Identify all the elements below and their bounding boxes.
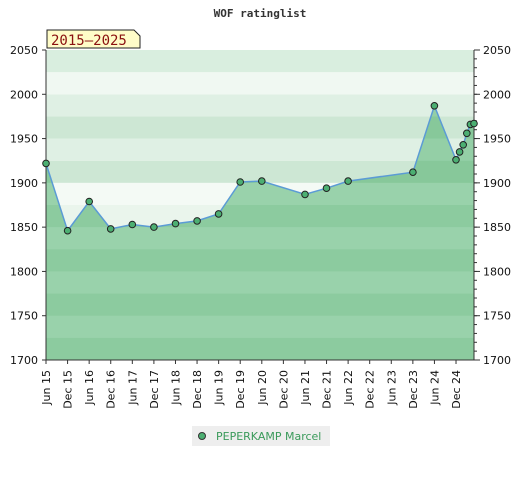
y-tick-label-left: 1900 (10, 177, 38, 190)
x-tick-label: Dec 18 (191, 370, 204, 409)
data-marks (42, 102, 478, 235)
x-tick-label: Jun 23 (385, 370, 398, 406)
y-tick-label-right: 1800 (483, 265, 511, 278)
period-box: 2015–2025 (46, 29, 141, 49)
period-box-bg (46, 29, 141, 49)
y-tick-label-right: 1700 (483, 354, 511, 367)
data-point (452, 156, 460, 164)
data-point (470, 119, 478, 128)
period-label: 2015–2025 (51, 33, 127, 49)
x-tick-label: Dec 24 (450, 370, 463, 409)
band (46, 160, 474, 183)
x-tick-label: Jun 22 (342, 370, 355, 406)
x-tick-label: Dec 22 (364, 370, 377, 409)
x-tick-label: Dec 17 (148, 370, 161, 409)
y-tick-label-left: 2000 (10, 88, 38, 101)
x-tick-label: Jun 21 (299, 370, 312, 406)
x-tick-label: Dec 16 (105, 370, 118, 409)
data-point (409, 168, 417, 176)
band (46, 138, 474, 161)
x-tick-label: Jun 16 (83, 370, 96, 406)
y-tick-label-left: 1700 (10, 354, 38, 367)
series-line (45, 103, 475, 233)
x-tick-label: Dec 20 (277, 370, 290, 409)
area-stripe (46, 337, 474, 360)
y-tick-label-left: 2050 (10, 44, 38, 57)
data-point (322, 184, 331, 192)
data-point (85, 197, 93, 206)
data-point (430, 102, 439, 110)
y-tick-label-left: 1750 (10, 310, 38, 323)
data-point (128, 220, 137, 229)
y-tick-label-right: 2050 (483, 44, 511, 57)
data-point (463, 129, 471, 138)
y-tick-label-right: 1850 (483, 221, 511, 234)
area-stripe (46, 293, 474, 316)
legend-bg (192, 426, 330, 446)
legend-marker-icon (198, 432, 206, 440)
y-tick-label-right: 1950 (483, 133, 511, 146)
x-tick-label: Jun 24 (428, 370, 441, 406)
data-point (344, 177, 352, 185)
data-point (63, 226, 72, 235)
band (46, 72, 474, 95)
x-tick-label: Jun 19 (213, 370, 226, 406)
x-tick-label: Dec 23 (407, 370, 420, 409)
x-tick-label: Jun 18 (169, 370, 182, 406)
data-point (214, 210, 223, 218)
band (46, 94, 474, 117)
x-tick-label: Dec 15 (62, 370, 75, 409)
data-point (150, 223, 158, 231)
x-tick-label: Jun 17 (126, 370, 139, 406)
data-point (301, 190, 309, 199)
data-point (171, 219, 180, 228)
data-point (193, 217, 201, 225)
x-tick-label: Dec 21 (321, 370, 334, 409)
y-tick-label-right: 2000 (483, 88, 511, 101)
y-tick-label-left: 1950 (10, 133, 38, 146)
axes: 1700 1700 1750 1750 1800 1800 1850 1850 1900 1900… (10, 44, 511, 409)
y-tick-label-right: 1900 (483, 177, 511, 190)
band (46, 50, 474, 73)
chart-title: WOF ratinglist (214, 7, 307, 20)
data-point (455, 148, 464, 156)
legend[interactable]: PEPERKAMP Marcel (192, 426, 330, 446)
y-tick-label-right: 1750 (483, 310, 511, 323)
y-tick-label-left: 1800 (10, 265, 38, 278)
x-tick-label: Jun 15 (40, 370, 53, 406)
data-point (459, 141, 468, 149)
legend-label: PEPERKAMP Marcel (216, 430, 321, 443)
area-stripe (46, 249, 474, 272)
data-point (236, 178, 244, 186)
data-point (258, 177, 266, 185)
band (46, 116, 474, 139)
data-point (106, 225, 115, 233)
x-tick-label: Jun 20 (256, 370, 269, 406)
x-tick-label: Dec 19 (234, 370, 247, 409)
series-area (46, 105, 474, 360)
y-tick-label-left: 1850 (10, 221, 38, 234)
data-point (42, 159, 50, 168)
